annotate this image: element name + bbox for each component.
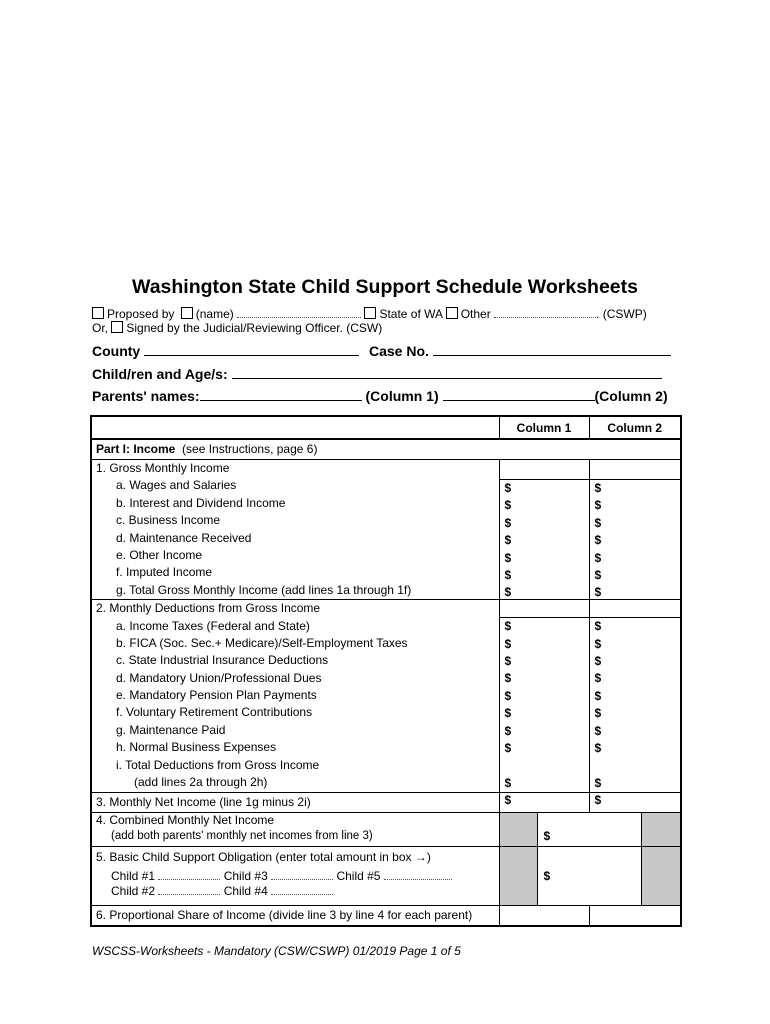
row4-shaded-right xyxy=(640,812,682,848)
children-field[interactable] xyxy=(231,366,662,379)
children-label: Child/ren and Age/s: xyxy=(92,366,228,382)
column1-label: (Column 1) xyxy=(365,388,439,404)
state-label: State of WA xyxy=(379,307,443,321)
cswp-label: . (CSWP) xyxy=(596,307,647,321)
group2-col2[interactable]: $ $ $ $ $ $ $ $ $ xyxy=(588,599,682,794)
blank-header xyxy=(90,415,500,440)
part1-header: Part I: Income (see Instructions, page 6… xyxy=(90,438,682,460)
child2-field[interactable] xyxy=(158,884,221,896)
signed-checkbox[interactable] xyxy=(111,321,124,333)
county-label: County xyxy=(92,343,141,359)
child4-field[interactable] xyxy=(271,884,334,896)
row3-label: 3. Monthly Net Income (line 1g minus 2i) xyxy=(90,792,500,814)
column2-header: Column 2 xyxy=(588,415,682,440)
signed-label: Signed by the Judicial/Reviewing Officer… xyxy=(126,321,383,335)
name-field[interactable] xyxy=(237,307,362,318)
footer: WSCSS-Worksheets - Mandatory (CSW/CSWP) … xyxy=(92,944,461,958)
row5-shaded-left xyxy=(498,846,538,907)
parent2-field[interactable] xyxy=(442,388,595,401)
or-label: Or, xyxy=(92,321,109,335)
parents-label: Parents' names: xyxy=(92,388,200,404)
other-field[interactable] xyxy=(494,307,597,318)
group2-col1[interactable]: $ $ $ $ $ $ $ $ $ xyxy=(498,599,590,794)
county-line: County Case No. xyxy=(92,343,671,359)
group1-col1[interactable]: $ $ $ $ $ $ $ xyxy=(498,458,590,601)
children-line: Child/ren and Age/s: xyxy=(92,366,662,382)
proposed-checkbox[interactable] xyxy=(92,307,104,319)
county-field[interactable] xyxy=(144,343,360,356)
child1-field[interactable] xyxy=(158,869,221,881)
row4-combined-field[interactable]: $ xyxy=(536,812,642,848)
name-checkbox[interactable] xyxy=(180,307,193,319)
row3-col2[interactable]: $ xyxy=(588,792,682,814)
row6-col2[interactable] xyxy=(588,905,682,927)
parent1-field[interactable] xyxy=(199,388,362,401)
column1-header: Column 1 xyxy=(498,415,590,440)
name-label: (name) xyxy=(195,307,234,321)
state-checkbox[interactable] xyxy=(364,307,377,319)
child5-field[interactable] xyxy=(383,869,452,881)
row5-total-field[interactable]: $ xyxy=(536,846,642,907)
group1-col2[interactable]: $ $ $ $ $ $ $ xyxy=(588,458,682,601)
other-label: Other xyxy=(460,307,491,321)
page-title: Washington State Child Support Schedule … xyxy=(132,276,638,298)
signed-line: Or, Signed by the Judicial/Reviewing Off… xyxy=(92,321,382,335)
row5-label: 5. Basic Child Support Obligation (enter… xyxy=(90,846,500,907)
row3-col1[interactable]: $ xyxy=(498,792,590,814)
other-checkbox[interactable] xyxy=(445,307,458,319)
child3-field[interactable] xyxy=(271,869,334,881)
row5-shaded-right xyxy=(640,846,682,907)
row4-shaded-left xyxy=(498,812,538,848)
proposed-label: Proposed by xyxy=(107,307,175,321)
column2-label: (Column 2) xyxy=(594,388,668,404)
income-table: Column 1 Column 2 Part I: Income (see Ins… xyxy=(90,415,682,928)
row4-label: 4. Combined Monthly Net Income (add both … xyxy=(90,812,500,848)
case-no-field[interactable] xyxy=(432,343,671,356)
row6-col1[interactable] xyxy=(498,905,590,927)
case-no-label: Case No. xyxy=(369,343,429,359)
parents-line: Parents' names: (Column 1) (Column 2) xyxy=(92,388,668,404)
proposed-line: Proposed by (name) State of WA Other . (… xyxy=(92,307,647,321)
group1-labels: 1. Gross Monthly Income a. Wages and Sal… xyxy=(90,458,500,601)
row6-label: 6. Proportional Share of Income (divide … xyxy=(90,905,500,927)
group2-labels: 2. Monthly Deductions from Gross Income … xyxy=(90,599,500,794)
